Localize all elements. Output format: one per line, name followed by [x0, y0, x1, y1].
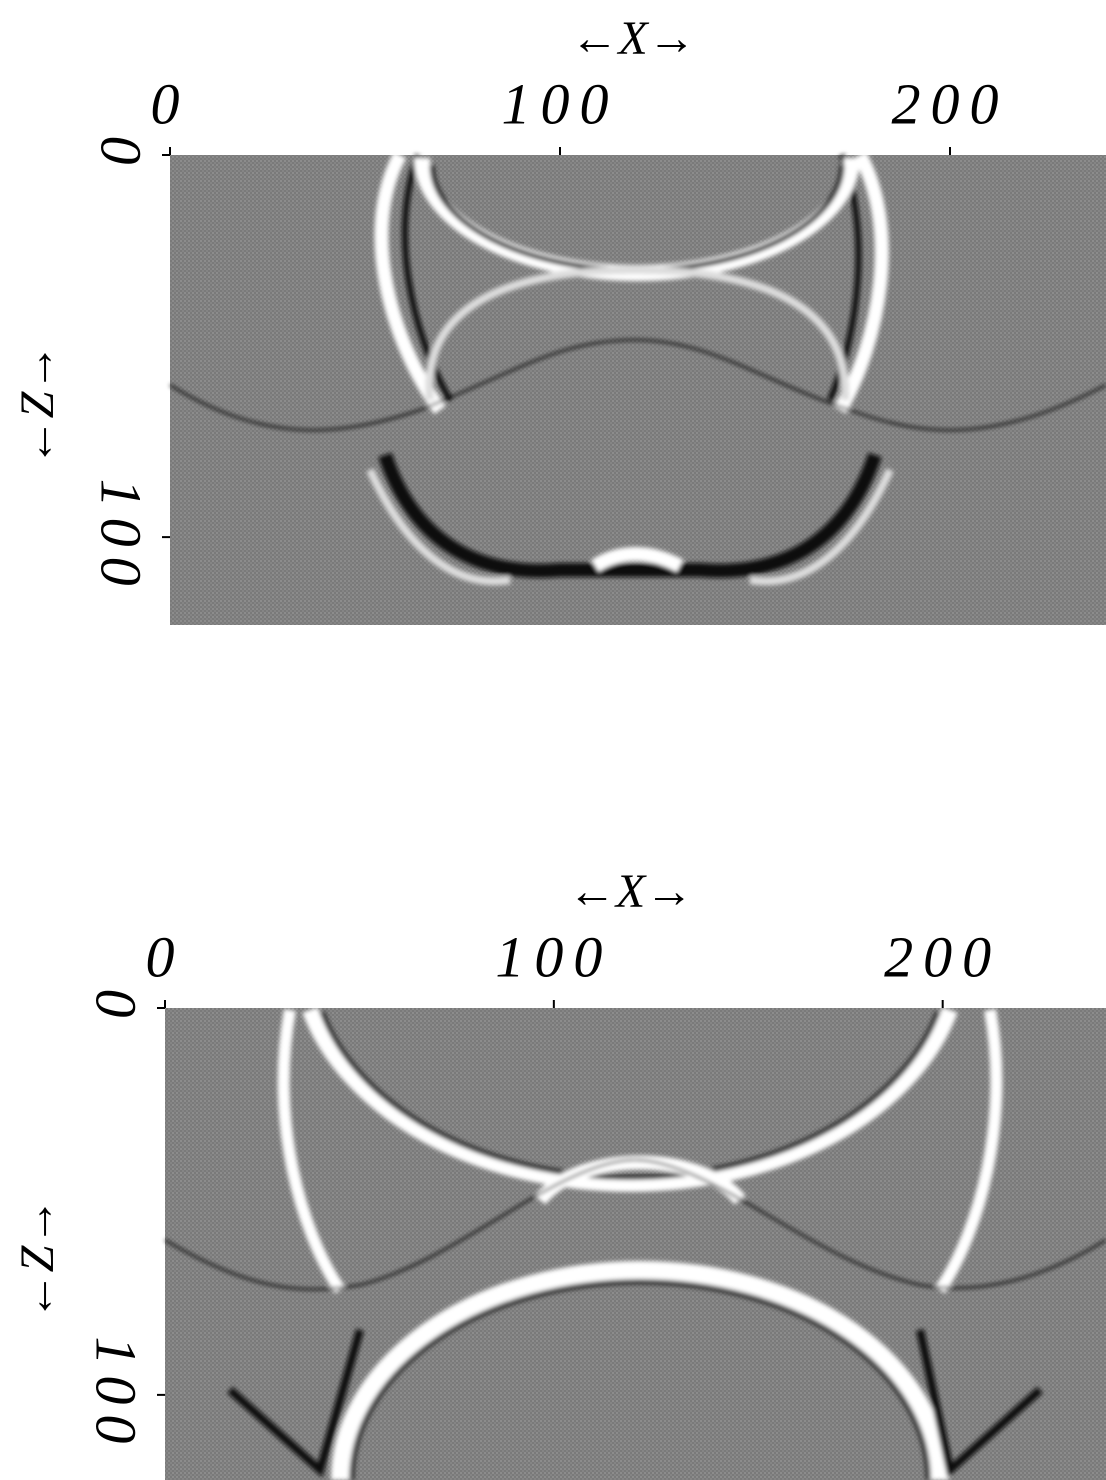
x-tick-label: 0	[146, 924, 185, 989]
x-tick-label: 100	[495, 924, 612, 989]
y-axis-label: ←Z→	[11, 344, 64, 467]
x-axis-label: ←X→	[568, 865, 693, 918]
x-tick-label: 100	[502, 71, 619, 136]
y-axis-label: ←Z→	[11, 1198, 64, 1321]
y-tick-label: 0	[89, 136, 154, 175]
x-axis-label: ←X→	[570, 12, 695, 65]
y-tick-label: 100	[84, 1336, 149, 1453]
x-tick-label: 200	[884, 924, 1001, 989]
y-tick-label: 100	[89, 479, 154, 596]
figure: ←X→ ←Z→ 0 100 200 0 100 ←X→ ←Z→ 0 100 200 0 100	[0, 0, 1106, 1480]
x-tick-label: 0	[151, 71, 190, 136]
x-tick-label: 200	[892, 71, 1009, 136]
y-tick-label: 0	[84, 989, 149, 1028]
